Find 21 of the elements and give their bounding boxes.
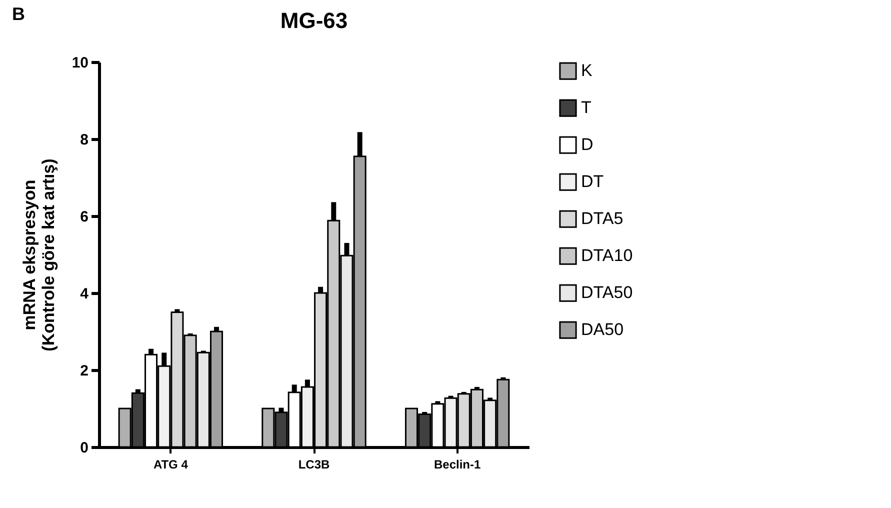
y-tick-label: 4: [80, 286, 90, 302]
y-tick-label: 10: [72, 54, 88, 72]
legend-label: DTA5: [581, 209, 624, 228]
legend-label: T: [581, 98, 592, 117]
y-tick-label: 0: [80, 440, 88, 456]
legend-label: DTA10: [581, 246, 633, 265]
legend-label: DA50: [581, 320, 624, 339]
y-tick-label: 2: [80, 362, 88, 380]
text: mRNA ekspresyon: [20, 180, 39, 330]
x-tick-label: Beclin-1: [434, 458, 481, 472]
y-tick-label: 8: [80, 132, 88, 148]
legend-label: D: [581, 135, 594, 154]
text: B: [12, 4, 25, 25]
x-tick-label: LC3B: [298, 458, 330, 472]
y-tick-label: 6: [80, 208, 88, 226]
x-tick-label: ATG 4: [153, 458, 188, 472]
legend-label: DT: [581, 172, 604, 191]
legend-label: DTA50: [581, 283, 633, 302]
chart-title: MG-63: [280, 8, 348, 33]
text: (Kontrole göre kat artış): [38, 158, 58, 352]
legend-label: K: [581, 61, 593, 80]
